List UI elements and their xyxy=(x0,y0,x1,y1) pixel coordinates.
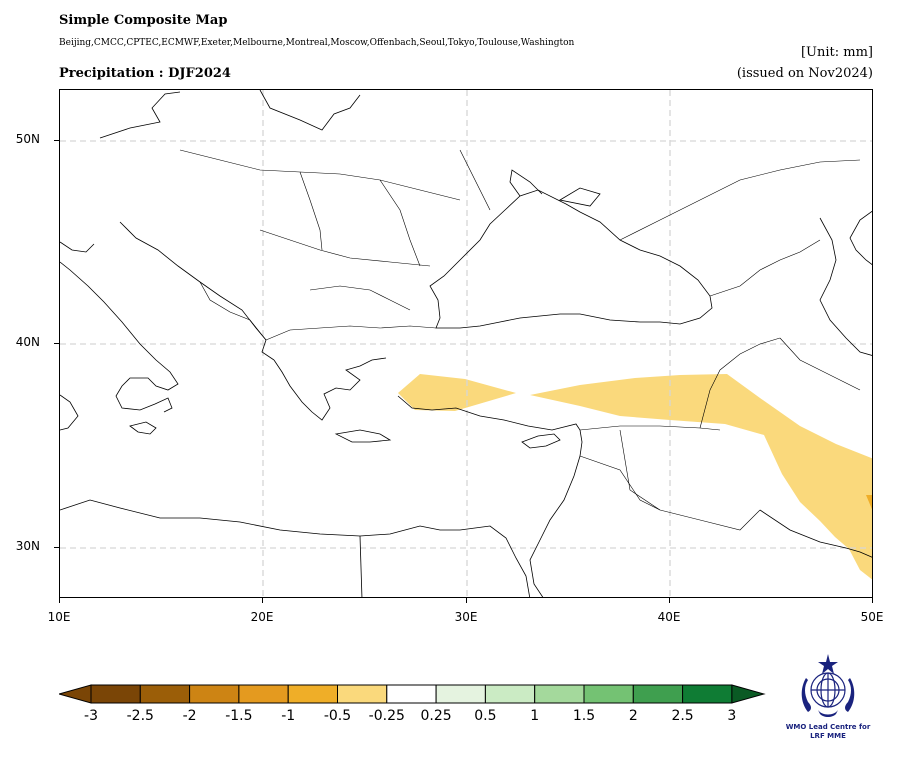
colorbar-cell xyxy=(435,684,486,704)
colorbar-tick-label: -2 xyxy=(182,708,197,724)
colorbar-tick-label: 3 xyxy=(727,708,737,724)
colorbar-extend-low xyxy=(59,684,92,704)
anomaly-region-anatolia xyxy=(530,374,872,580)
colorbar-cell xyxy=(583,684,634,704)
anomaly-shading xyxy=(398,374,872,580)
wmo-emblem-icon xyxy=(801,654,855,717)
x-tick-label-20e: 20E xyxy=(250,610,274,624)
x-tick-label-30e: 30E xyxy=(454,610,478,624)
y-tick-mark xyxy=(54,140,59,141)
logo-caption-line1: WMO Lead Centre for xyxy=(785,723,871,731)
colorbar-tick-label: 2 xyxy=(628,708,638,724)
map-title: Simple Composite Map xyxy=(59,13,228,28)
x-tick-mark xyxy=(262,598,263,603)
colorbar-tick-label: -0.5 xyxy=(323,708,352,724)
colorbar-cell xyxy=(682,684,733,704)
x-tick-mark xyxy=(669,598,670,603)
y-tick-label-40n: 40N xyxy=(15,335,40,349)
x-tick-label-10e: 10E xyxy=(47,610,71,624)
colorbar-tick-label: -2.5 xyxy=(126,708,154,724)
colorbar xyxy=(59,684,766,704)
colorbar-tick-label: 1.5 xyxy=(572,708,596,724)
gridlines xyxy=(60,90,872,597)
x-tick-mark xyxy=(59,598,60,603)
colorbar-cell xyxy=(484,684,536,704)
issued-label: (issued on Nov2024) xyxy=(736,66,873,81)
map-panel xyxy=(59,89,873,598)
colorbar-cell xyxy=(90,684,141,704)
colorbar-tick-label: 2.5 xyxy=(671,708,694,724)
x-tick-mark xyxy=(872,598,873,603)
colorbar-cell xyxy=(632,684,684,704)
colorbar-tick-label: -3 xyxy=(84,708,98,724)
x-tick-label-50e: 50E xyxy=(860,610,884,624)
colorbar-tick-label: 1 xyxy=(530,708,540,724)
colorbar-cell xyxy=(287,684,338,704)
model-list: Beijing,CMCC,CPTEC,ECMWF,Exeter,Melbourn… xyxy=(59,38,575,48)
x-tick-label-40e: 40E xyxy=(657,610,681,624)
anomaly-region-zagros-dark xyxy=(866,495,872,510)
coastlines xyxy=(60,90,872,597)
map-canvas xyxy=(60,90,872,597)
x-tick-mark xyxy=(466,598,467,603)
colorbar-tick-label: 0.5 xyxy=(474,708,497,724)
unit-label: [Unit: mm] xyxy=(800,45,873,60)
y-tick-label-30n: 30N xyxy=(15,539,40,553)
anomaly-region-aegean xyxy=(398,374,516,411)
colorbar-cell xyxy=(139,684,191,704)
logo-caption-line2: LRF MME xyxy=(810,732,846,740)
colorbar-tick-label: -1 xyxy=(281,708,296,724)
colorbar-cell xyxy=(337,684,388,704)
y-tick-mark xyxy=(54,343,59,344)
colorbar-cell xyxy=(534,684,585,704)
colorbar-tick-label: -0.25 xyxy=(368,708,405,724)
colorbar-cell xyxy=(189,684,240,704)
colorbar-tick-label: -1.5 xyxy=(225,708,253,724)
colorbar-tick-label: 0.25 xyxy=(420,708,452,724)
colorbar-extend-high xyxy=(731,684,766,704)
colorbar-cell xyxy=(238,684,289,704)
variable-period-label: Precipitation : DJF2024 xyxy=(59,66,231,81)
y-tick-label-50n: 50N xyxy=(15,132,40,146)
y-tick-mark xyxy=(54,547,59,548)
colorbar-cell xyxy=(386,684,437,704)
